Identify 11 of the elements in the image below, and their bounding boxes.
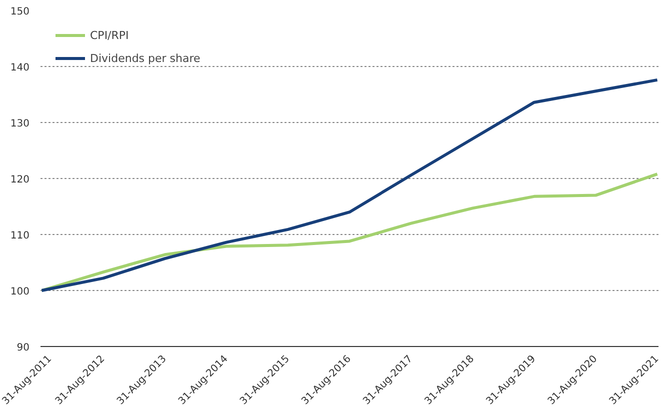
y-tick-label: 130 — [10, 118, 30, 130]
y-tick-label: 150 — [10, 6, 30, 18]
line-series — [40, 172, 658, 292]
legend-label: CPI/RPI — [90, 28, 129, 42]
y-tick-label: 140 — [10, 62, 30, 74]
y-tick-label: 100 — [10, 286, 30, 298]
y-tick-label: 110 — [10, 230, 30, 242]
y-tick-label: 90 — [16, 342, 30, 354]
y-tick-label: 120 — [10, 174, 30, 186]
line-series — [40, 78, 658, 292]
legend-label: Dividends per share — [90, 52, 200, 64]
